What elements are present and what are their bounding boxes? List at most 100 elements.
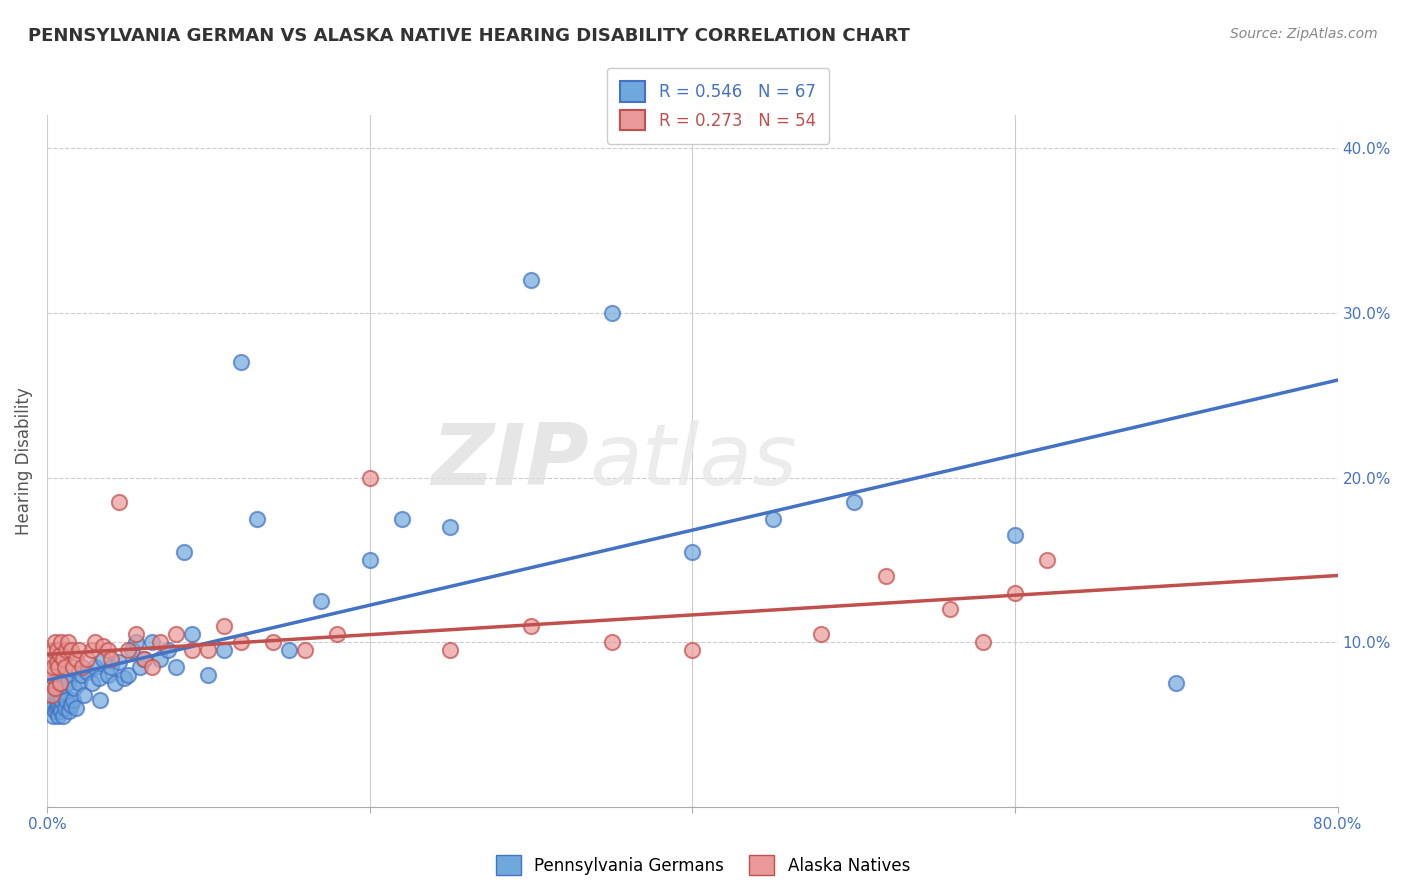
Point [214, 643, 236, 657]
Point [39, 668, 62, 682]
Point [87, 672, 110, 686]
Point [842, 495, 865, 509]
Point [972, 635, 994, 649]
Point [108, 655, 131, 669]
Point [117, 643, 139, 657]
Point [214, 619, 236, 633]
Legend: R = 0.546   N = 67, R = 0.273   N = 54: R = 0.546 N = 67, R = 0.273 N = 54 [607, 68, 830, 144]
Point [810, 627, 832, 641]
Point [124, 635, 146, 649]
Point [229, 355, 252, 369]
Point [112, 672, 135, 686]
Point [49, 676, 72, 690]
Point [52, 709, 75, 723]
Point [60, 643, 83, 657]
Point [41, 701, 63, 715]
Point [37, 676, 59, 690]
Point [67, 676, 90, 690]
Point [62, 693, 84, 707]
Point [56, 676, 79, 690]
Point [41, 651, 63, 665]
Point [149, 635, 172, 649]
Point [108, 495, 131, 509]
Point [165, 627, 187, 641]
Point [100, 651, 122, 665]
Point [52, 684, 75, 698]
Point [55, 643, 77, 657]
Point [141, 635, 163, 649]
Point [124, 627, 146, 641]
Point [45, 693, 67, 707]
Point [84, 660, 107, 674]
Point [58, 705, 80, 719]
Point [277, 643, 299, 657]
Point [44, 635, 66, 649]
Legend: Pennsylvania Germans, Alaska Natives: Pennsylvania Germans, Alaska Natives [488, 847, 918, 884]
Text: ZIP: ZIP [432, 419, 589, 502]
Point [149, 651, 172, 665]
Point [49, 676, 72, 690]
Point [294, 643, 316, 657]
Point [46, 709, 69, 723]
Point [55, 693, 77, 707]
Point [165, 660, 187, 674]
Point [51, 693, 73, 707]
Point [600, 306, 623, 320]
Point [44, 681, 66, 696]
Point [62, 660, 84, 674]
Point [246, 512, 269, 526]
Point [359, 553, 381, 567]
Point [42, 660, 65, 674]
Point [1004, 586, 1026, 600]
Point [45, 655, 67, 669]
Point [45, 643, 67, 657]
Point [42, 709, 65, 723]
Point [141, 660, 163, 674]
Point [52, 651, 75, 665]
Point [76, 651, 98, 665]
Point [762, 512, 785, 526]
Point [45, 701, 67, 715]
Point [181, 643, 204, 657]
Point [42, 684, 65, 698]
Point [262, 635, 284, 649]
Point [42, 643, 65, 657]
Point [80, 676, 103, 690]
Point [49, 688, 72, 702]
Text: PENNSYLVANIA GERMAN VS ALASKA NATIVE HEARING DISABILITY CORRELATION CHART: PENNSYLVANIA GERMAN VS ALASKA NATIVE HEA… [28, 27, 910, 45]
Point [1004, 528, 1026, 542]
Point [44, 681, 66, 696]
Point [359, 470, 381, 484]
Point [39, 693, 62, 707]
Point [681, 643, 703, 657]
Text: Source: ZipAtlas.com: Source: ZipAtlas.com [1230, 27, 1378, 41]
Point [89, 693, 111, 707]
Point [49, 648, 72, 663]
Point [875, 569, 897, 583]
Point [41, 688, 63, 702]
Point [129, 660, 152, 674]
Point [1036, 553, 1059, 567]
Point [51, 705, 73, 719]
Point [44, 705, 66, 719]
Point [53, 660, 76, 674]
Text: atlas: atlas [589, 419, 797, 502]
Point [104, 676, 127, 690]
Point [84, 635, 107, 649]
Point [67, 643, 90, 657]
Point [439, 520, 461, 534]
Point [72, 660, 94, 674]
Point [46, 698, 69, 712]
Point [1166, 676, 1188, 690]
Point [520, 619, 543, 633]
Y-axis label: Hearing Disability: Hearing Disability [15, 387, 32, 535]
Point [53, 668, 76, 682]
Point [73, 688, 96, 702]
Point [63, 681, 86, 696]
Point [681, 544, 703, 558]
Point [229, 635, 252, 649]
Point [51, 635, 73, 649]
Point [939, 602, 962, 616]
Point [76, 665, 98, 679]
Point [132, 651, 155, 665]
